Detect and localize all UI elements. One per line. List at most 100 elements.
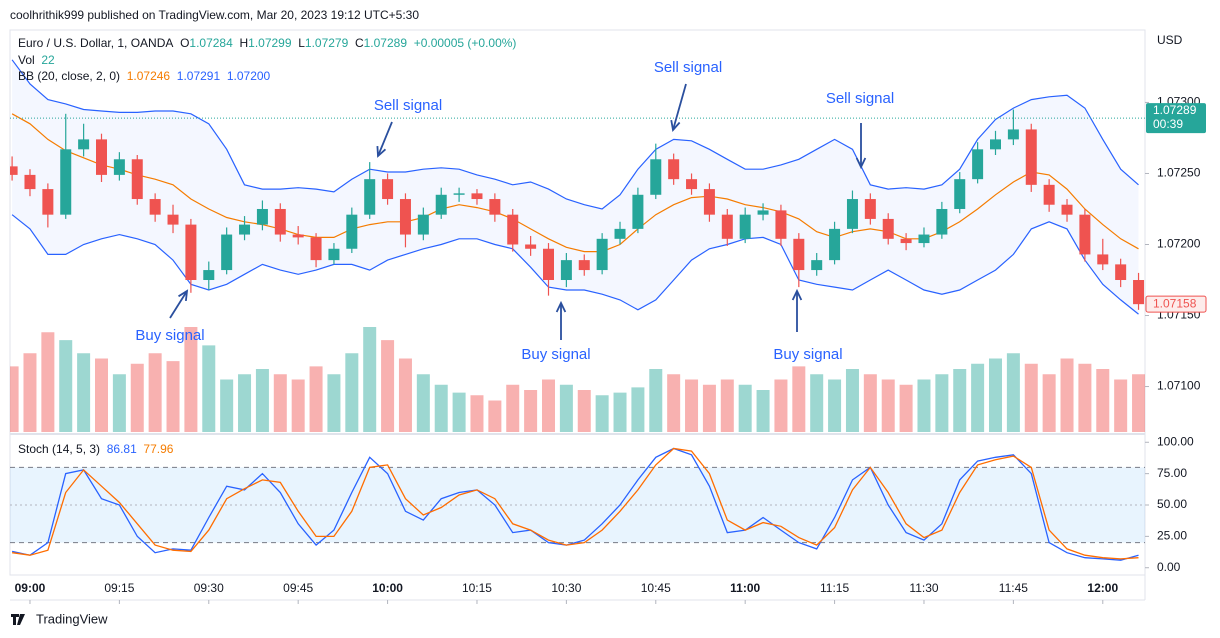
x-tick-label: 11:00 [730, 581, 760, 595]
volume-bar [542, 379, 555, 432]
y-tick-label: 1.07100 [1157, 379, 1201, 393]
candle-body [328, 248, 340, 261]
candle-body [10, 166, 18, 175]
candle-body [793, 238, 805, 271]
bb-value: 1.07291 [176, 69, 221, 83]
volume-bar [23, 353, 37, 432]
candle-body [864, 199, 876, 219]
volume-bar [792, 366, 806, 432]
volume-bar [41, 332, 55, 432]
volume-bar [845, 369, 859, 432]
volume-bar [309, 366, 323, 432]
x-tick-label: 10:30 [551, 581, 581, 595]
volume-bar [667, 374, 681, 432]
volume-bar [631, 387, 645, 432]
volume-bar [810, 374, 824, 432]
candle-body [399, 199, 411, 235]
stoch-value: 77.96 [143, 442, 174, 456]
x-tick-label: 09:45 [283, 581, 313, 595]
volume-bar [524, 390, 538, 432]
volume-bar [255, 369, 269, 432]
annotation-arrowhead [376, 145, 387, 158]
candle-body [1043, 184, 1055, 205]
candle-body [668, 159, 680, 180]
x-tick-label: 12:00 [1087, 581, 1118, 595]
candle-body [1097, 254, 1109, 265]
volume-bar [953, 369, 967, 432]
bb-upper [11, 59, 1139, 210]
bb-label: BB (20, close, 2, 0) [18, 69, 121, 83]
annotation-arrowhead [855, 157, 867, 170]
volume-bar [774, 379, 788, 432]
close-price-label: 1.07158 [1153, 296, 1197, 310]
change: +0.00005 (+0.00%) [413, 36, 517, 50]
candle-body [471, 193, 483, 200]
candle-body [149, 199, 161, 215]
candle-body [990, 139, 1001, 150]
volume-bar [470, 395, 484, 432]
candle-body [78, 139, 90, 150]
volume-bar [863, 374, 877, 432]
candle-body [274, 208, 286, 235]
candle-body [954, 179, 966, 209]
symbol: Euro / U.S. Dollar, 1, OANDA [18, 36, 174, 50]
volume-bar [345, 353, 359, 432]
candle-body [936, 208, 948, 235]
footer-brand: TradingView [36, 611, 108, 626]
bb-legend: BB (20, close, 2, 0) 1.07246 1.07291 1.0… [18, 69, 270, 83]
candle-body [507, 214, 519, 245]
volume-bar [291, 379, 305, 432]
stoch-tick-label: 100.00 [1157, 434, 1194, 448]
candle-body [256, 208, 268, 225]
ohlc-value: 1.07279 [304, 36, 349, 50]
volume-bar [220, 379, 234, 432]
annotation: Buy signal [521, 346, 590, 363]
volume-bar [613, 392, 627, 432]
countdown: 00:39 [1153, 117, 1183, 131]
volume-bar [1096, 369, 1110, 432]
volume-bar [10, 366, 19, 432]
volume-bar [1078, 363, 1092, 432]
legend-line: Euro / U.S. Dollar, 1, OANDA O1.07284 H1… [18, 36, 516, 50]
volume-bar [381, 340, 395, 432]
candle-body [203, 270, 215, 281]
volume-bar [577, 390, 591, 432]
volume-bar [685, 379, 699, 432]
candle-body [918, 234, 930, 244]
stoch-legend: Stoch (14, 5, 3) 86.81 77.96 [18, 442, 173, 456]
candle-body [739, 214, 751, 239]
candle-body [560, 260, 572, 281]
candle-body [721, 214, 733, 239]
volume-bar [828, 379, 842, 432]
annotation-arrow [377, 121, 393, 157]
candle-body [1007, 129, 1019, 140]
byline: coolhrithik999 published on TradingView.… [10, 8, 420, 22]
volume-bar [1132, 374, 1145, 432]
ohlc-value: 1.07289 [363, 36, 408, 50]
candle-body [292, 234, 304, 238]
volume-bar [184, 327, 198, 432]
candle-body [1133, 280, 1145, 305]
x-tick-label: 11:45 [999, 581, 1028, 595]
candle-body [900, 238, 912, 244]
candle-body [489, 199, 501, 215]
candle-body [632, 194, 644, 229]
annotation: Buy signal [773, 346, 842, 363]
stoch-d [12, 447, 1139, 560]
ohlc-value: 1.07299 [248, 36, 292, 50]
volume-bar [899, 384, 913, 432]
last-price-label: 1.07289 [1153, 103, 1197, 117]
volume-bar [130, 363, 144, 432]
ohlc-key: L [298, 36, 305, 50]
volume-bar [738, 384, 752, 432]
candle-body [686, 179, 698, 190]
candle-body [382, 179, 394, 200]
vol-value: 22 [41, 53, 55, 67]
x-tick-label: 10:00 [372, 581, 403, 595]
volume-bar [595, 395, 609, 432]
stoch-tick-label: 25.00 [1157, 529, 1187, 543]
candle-body [417, 214, 429, 235]
annotation: Sell signal [826, 90, 894, 107]
candle-body [453, 193, 465, 195]
